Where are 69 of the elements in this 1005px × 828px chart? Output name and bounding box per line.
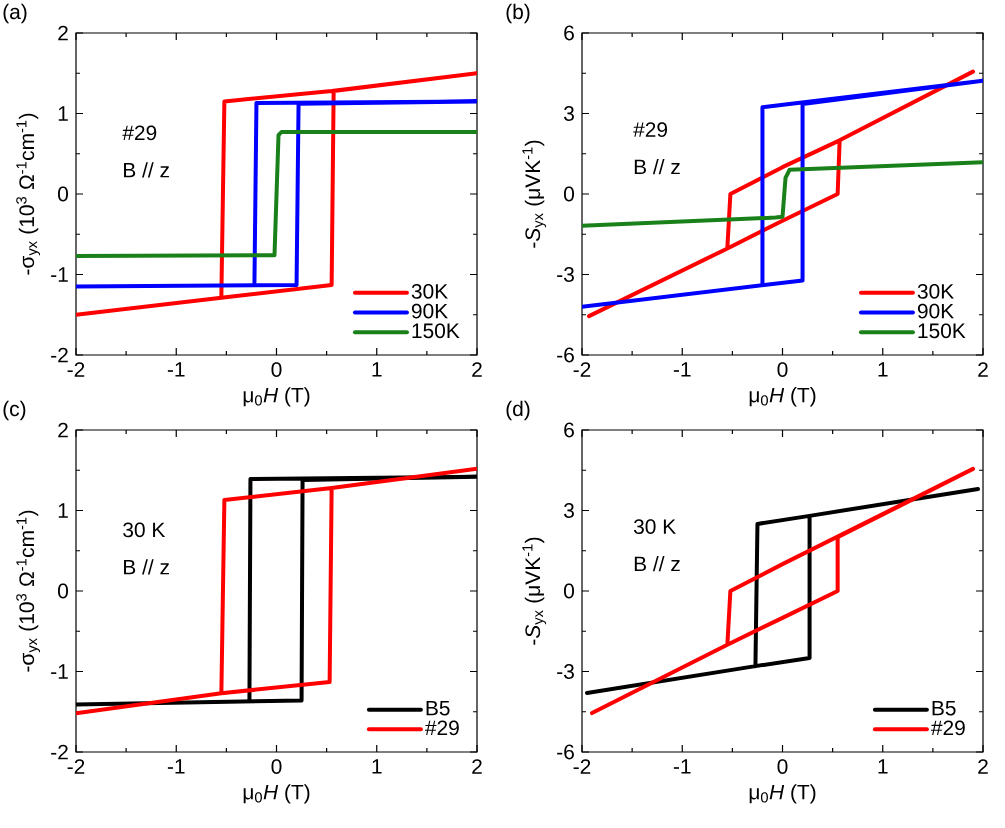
y-tick-label: 0 [564,583,575,599]
y-tick-label: 6 [564,25,574,41]
y-tick-label: 1 [58,106,68,121]
annotation: B // z [634,555,680,572]
chart-title: (d) [506,400,530,421]
y-tick-label: 3 [564,106,574,121]
annotation: #29 [633,122,668,137]
annotation: 30 K [123,522,166,538]
x-tick-label: 1 [372,759,382,774]
y-axis-title: -S$_{yx}$ (μVK$^{-1}$) [522,140,547,248]
line-series [590,466,975,716]
x-tick-label: 2 [472,362,482,377]
y-tick-label: 0 [58,583,68,599]
y-tick-label: 1 [58,503,68,518]
y-tick-label: -3 [557,267,574,282]
x-tick-label: 2 [472,759,482,774]
x-axis-title: μ$_{0}$H (T) [243,784,310,804]
annotation: 30 K [633,519,676,534]
x-tick-label: 0 [271,759,282,774]
y-axis-title: -S$_{yx}$ (μVK$^{-1}$) [522,537,547,645]
y-tick-label: -2 [51,347,68,363]
annotation: B // z [634,158,680,175]
chart-title: (c) [3,400,26,421]
y-tick-label: 6 [564,422,574,438]
y-tick-label: -2 [51,744,68,760]
y-tick-label: -6 [557,744,574,760]
x-tick-label: -1 [167,362,185,377]
x-tick-label: -1 [673,362,691,377]
x-tick-label: 0 [777,759,788,774]
x-tick-label: 0 [777,362,788,377]
y-tick-label: 0 [58,186,68,202]
y-tick-label: 2 [58,422,68,438]
legend-label: 30K [917,283,954,299]
legend-label: 30K [411,283,448,299]
y-tick-label: 2 [58,25,68,41]
y-tick-label: -3 [557,664,574,679]
y-tick-label: 0 [564,186,575,202]
y-tick-label: -1 [51,664,68,679]
x-tick-label: 0 [271,362,282,377]
x-axis-title: μ$_{0}$H (T) [749,784,816,804]
annotation: #29 [122,125,157,141]
x-tick-label: 1 [878,759,888,774]
x-tick-label: 1 [878,362,888,377]
legend-label: #29 [930,720,965,736]
legend-label: #29 [424,720,459,736]
text: -σ$_{yx}$ (10$^{3}$ Ω$^{-1}$cm$^{-1}$) [16,113,41,275]
annotation: B // z [124,559,169,575]
annotation: B // z [124,162,169,178]
x-tick-label: 2 [978,362,988,377]
x-tick-label: 2 [978,759,988,774]
legend-label: B5 [426,700,450,716]
text: -σ$_{yx}$ (10$^{3}$ Ω$^{-1}$cm$^{-1}$) [16,510,41,672]
x-axis-title: μ$_{0}$H (T) [243,387,310,407]
y-tick-label: 3 [564,503,574,518]
line-series [585,487,980,695]
x-axis-title: μ$_{0}$H (T) [749,387,816,407]
y-tick-label: -1 [51,267,68,282]
x-tick-label: -1 [673,759,691,774]
legend-label: B5 [932,700,956,716]
chart-title: (b) [506,3,530,24]
line-series [582,160,984,228]
x-tick-label: -1 [167,759,185,774]
x-tick-label: 1 [372,362,382,377]
y-tick-label: -6 [557,347,574,363]
legend-label: 150K [412,323,460,339]
legend-label: 150K [918,323,966,339]
legend-label: 90K [917,303,954,319]
chart-title: (a) [3,3,27,24]
legend-label: 90K [411,303,448,319]
